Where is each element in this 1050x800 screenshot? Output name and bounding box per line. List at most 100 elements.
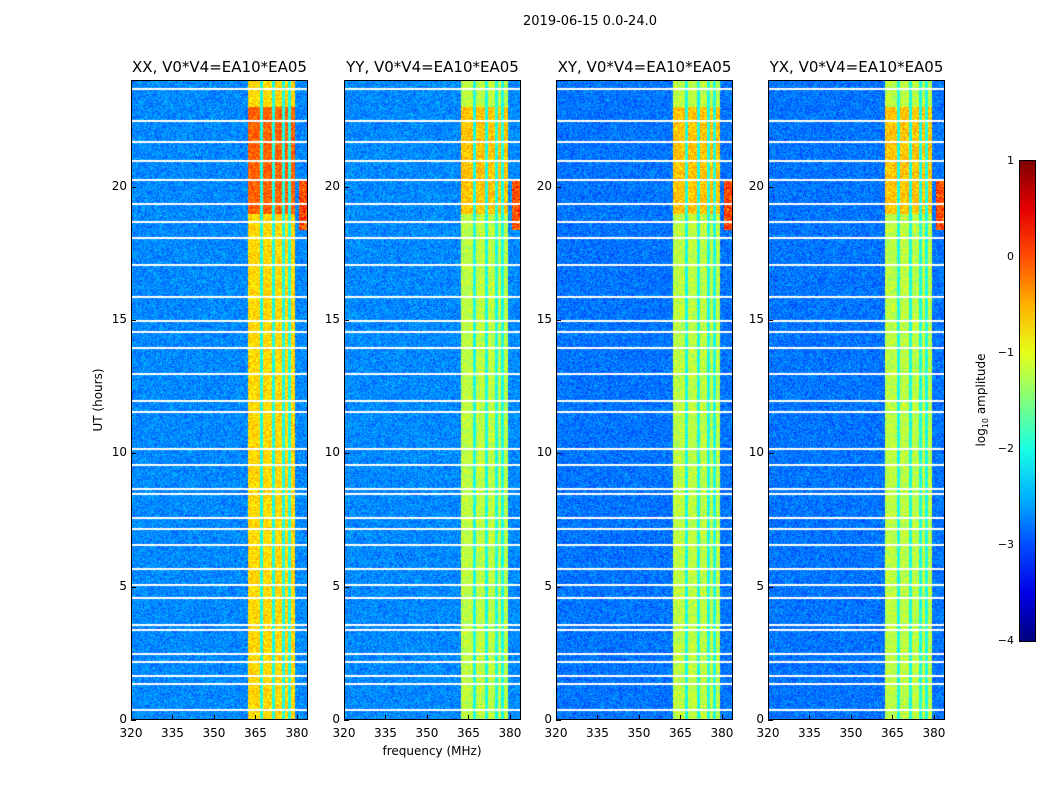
- x-tick-label: 320: [119, 726, 143, 740]
- y-tick-label: 5: [756, 578, 764, 593]
- x-tick-label: 335: [586, 726, 609, 740]
- waterfall-panel-2: XY, V0*V4=EA10*EA05 320 335 350 365 380 0 5 10 15…: [537, 58, 734, 740]
- y-tick-label: 5: [332, 578, 340, 593]
- waterfall-image: [344, 80, 521, 720]
- y-tick-label: 10: [748, 445, 764, 460]
- x-tick-mark: [892, 715, 894, 720]
- x-tick-label: 350: [627, 726, 651, 740]
- y-tick-label: 10: [111, 445, 127, 460]
- x-tick-mark: [131, 715, 132, 720]
- x-tick-mark: [344, 715, 345, 720]
- x-tick-mark: [426, 715, 428, 720]
- x-tick-mark: [638, 715, 640, 720]
- x-tick-label: 335: [161, 726, 184, 740]
- x-tick-mark: [768, 715, 769, 720]
- figure-title: 2019-06-15 0.0-24.0: [523, 14, 657, 29]
- panel-title: YY, V0*V4=EA10*EA05: [346, 58, 519, 76]
- y-tick-label: 10: [324, 445, 340, 460]
- x-tick-label: 320: [756, 726, 780, 740]
- x-tick-mark: [721, 715, 723, 720]
- y-tick-label: 15: [324, 312, 340, 326]
- y-tick-mark: [556, 453, 561, 455]
- panel-title: YX, V0*V4=EA10*EA05: [769, 58, 944, 76]
- y-tick-label: 10: [536, 445, 552, 460]
- waterfall-image: [768, 80, 945, 720]
- y-tick-mark: [344, 720, 349, 721]
- x-tick-label: 365: [244, 726, 267, 740]
- colorbar-tick-label: −3: [997, 538, 1014, 551]
- y-tick-label: 15: [748, 312, 764, 326]
- y-tick-label: 20: [324, 178, 340, 193]
- y-tick-mark: [768, 186, 773, 188]
- x-tick-mark: [556, 715, 557, 720]
- x-tick-mark: [468, 715, 470, 720]
- y-tick-mark: [131, 453, 136, 455]
- x-tick-label: 350: [415, 726, 439, 740]
- y-tick-mark: [556, 720, 561, 721]
- colorbar-tick-label: −1: [997, 346, 1014, 359]
- x-tick-mark: [255, 715, 257, 720]
- waterfall-image: [131, 80, 308, 720]
- y-tick-label: 0: [119, 712, 127, 726]
- x-tick-label: 335: [374, 726, 397, 740]
- y-tick-mark: [768, 453, 773, 455]
- x-tick-mark: [680, 715, 682, 720]
- y-tick-mark: [768, 586, 773, 588]
- x-tick-mark: [809, 715, 811, 720]
- colorbar: 1 0 −1 −2 −3 −4: [998, 154, 1036, 647]
- x-tick-mark: [296, 715, 298, 720]
- x-tick-label: 350: [839, 726, 863, 740]
- y-tick-mark: [768, 720, 773, 721]
- colorbar-tick-label: −2: [997, 442, 1014, 455]
- y-tick-mark: [344, 586, 349, 588]
- y-tick-mark: [131, 720, 136, 721]
- panel-title: XX, V0*V4=EA10*EA05: [132, 58, 307, 76]
- x-tick-label: 380: [285, 726, 309, 740]
- y-tick-mark: [344, 186, 349, 188]
- x-tick-mark: [850, 715, 852, 720]
- y-tick-label: 0: [544, 712, 552, 726]
- x-tick-label: 365: [457, 726, 480, 740]
- y-tick-mark: [768, 320, 773, 321]
- colorbar-tick-label: 1: [1007, 154, 1014, 167]
- y-tick-mark: [556, 586, 561, 588]
- y-axis-label: UT (hours): [91, 368, 105, 432]
- y-tick-label: 5: [544, 578, 552, 593]
- x-tick-label: 350: [202, 726, 226, 740]
- x-tick-mark: [172, 715, 174, 720]
- x-tick-mark: [597, 715, 599, 720]
- y-tick-mark: [344, 320, 349, 321]
- x-tick-mark: [385, 715, 387, 720]
- x-tick-label: 365: [881, 726, 904, 740]
- y-tick-label: 20: [748, 178, 764, 193]
- y-tick-label: 20: [111, 178, 127, 193]
- waterfall-panel-3: YX, V0*V4=EA10*EA05 320 335 350 365 380 0 5 10 15…: [749, 58, 946, 740]
- x-tick-label: 380: [922, 726, 946, 740]
- y-tick-label: 0: [332, 712, 340, 726]
- y-tick-mark: [131, 186, 136, 188]
- x-tick-mark: [509, 715, 511, 720]
- panel-title: XY, V0*V4=EA10*EA05: [557, 58, 732, 76]
- y-tick-mark: [344, 453, 349, 455]
- y-tick-mark: [131, 320, 136, 321]
- colorbar-label: log10 amplitude: [973, 353, 991, 447]
- y-tick-label: 0: [756, 712, 764, 726]
- x-tick-label: 380: [710, 726, 734, 740]
- y-tick-label: 20: [536, 178, 552, 193]
- y-tick-mark: [131, 586, 136, 588]
- x-tick-label: 320: [544, 726, 568, 740]
- waterfall-panel-1: YY, V0*V4=EA10*EA05 320 335 350 365 380 0 5 10 15…: [325, 58, 522, 740]
- y-tick-label: 15: [111, 312, 127, 326]
- x-tick-mark: [213, 715, 215, 720]
- y-tick-label: 15: [536, 312, 552, 326]
- x-axis-label: frequency (MHz): [382, 744, 482, 758]
- waterfall-panel-0: XX, V0*V4=EA10*EA05 320 335 350 365 380 0 5 10 15…: [112, 58, 309, 740]
- y-tick-mark: [556, 186, 561, 188]
- colorbar-tick-label: −4: [997, 634, 1014, 647]
- x-tick-mark: [933, 715, 935, 720]
- x-tick-label: 320: [332, 726, 356, 740]
- x-tick-label: 335: [798, 726, 821, 740]
- y-tick-label: 5: [119, 578, 127, 593]
- waterfall-image: [556, 80, 733, 720]
- colorbar-tick-label: 0: [1007, 250, 1014, 263]
